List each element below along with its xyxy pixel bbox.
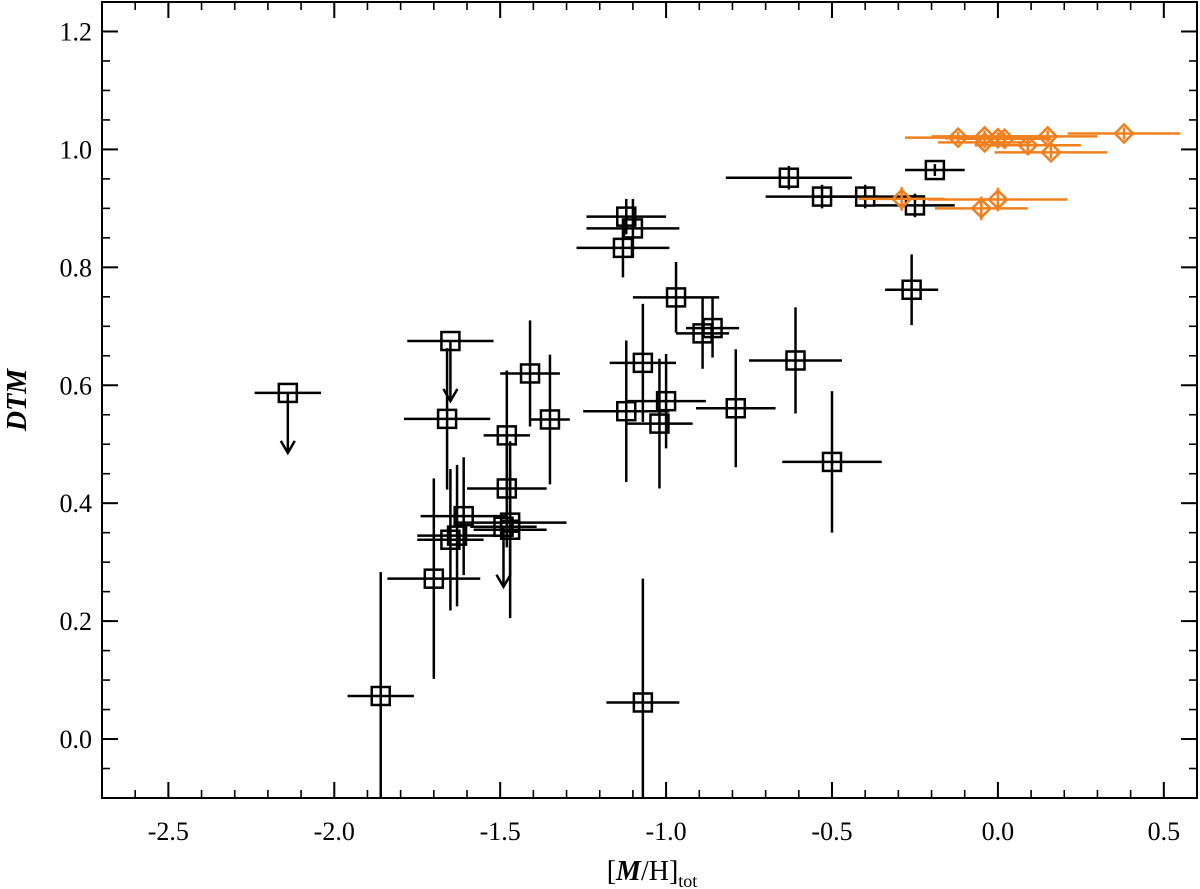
square-data-point [470,516,537,590]
square-marker [277,382,299,404]
diamond-marker [1017,134,1039,157]
square-marker [702,317,723,339]
x-axis-title-subscript: tot [678,871,697,889]
data-points [254,122,1181,798]
upper-limit-arrow-head [279,440,296,456]
square-marker [854,186,876,207]
diamond-data-point [928,187,1068,212]
square-data-point [403,348,491,490]
square-marker [436,408,458,430]
x-tick-label: -1.5 [480,817,521,846]
y-tick-label: 0.0 [60,725,93,754]
x-tick-label: -0.5 [811,817,852,846]
x-tick-label: -2.5 [148,817,189,846]
square-marker [499,519,521,540]
x-tick-label: -2.0 [314,817,355,846]
square-marker [649,413,670,434]
square-marker [423,568,445,589]
square-data-point [254,382,321,456]
square-data-point [407,330,494,404]
diamond-marker [1113,122,1135,145]
square-marker [901,279,922,300]
square-data-point [632,262,720,333]
plot-frame [101,1,1198,799]
x-axis-title-italic: M [615,856,642,887]
x-axis-title-bracket: [ [607,856,616,887]
square-marker [370,685,391,707]
y-tick-label: 1.2 [60,17,93,46]
square-data-point [905,159,965,181]
square-marker [821,451,843,473]
square-data-point [483,370,531,501]
square-marker [655,390,677,412]
tick-labels: -2.5 -2.0 -1.5 -1.0 -0.5 0.0 0.5 0.0 0.2 0.4 0.6 0.… [60,17,1181,846]
diamond-data-point [994,141,1108,164]
square-marker [519,363,541,384]
square-marker [778,167,800,188]
axis-ticks [102,2,1197,798]
square-data-point [885,254,939,326]
square-marker [493,516,514,538]
y-tick-label: 1.0 [60,135,93,164]
square-data-point [473,441,547,619]
diamond-marker [890,188,913,210]
square-data-point [686,298,740,358]
diamond-marker [987,188,1009,211]
square-data-point [586,198,680,258]
square-marker [924,159,946,181]
upper-limit-arrow-head [495,574,512,590]
square-marker [665,287,687,308]
x-axis-title: [M/H]tot [607,856,698,889]
square-marker [453,505,474,527]
diamond-marker [970,197,993,220]
y-tick-label: 0.2 [60,607,93,636]
square-data-point [417,464,497,607]
y-tick-label: 0.8 [60,253,93,282]
data-marks [254,122,1181,798]
square-data-point [417,468,484,611]
square-marker [616,206,637,227]
square-data-point [725,165,852,190]
y-axis-title: DTM [2,368,33,432]
square-data-point [530,354,570,485]
y-tick-label: 0.4 [60,489,93,518]
square-data-point [695,349,776,468]
square-data-point [387,478,481,679]
square-data-point [347,572,414,798]
square-marker [440,529,461,550]
upper-limit-arrow-head [442,388,459,404]
diamond-data-point [974,134,1081,157]
square-data-point [782,391,882,533]
square-data-point [815,184,915,209]
square-marker [725,398,747,419]
square-marker [446,525,468,546]
square-data-point [749,307,842,414]
square-marker [785,350,806,371]
x-axis-title-rest: /H] [641,856,678,887]
square-marker [496,425,518,446]
square-marker [622,218,644,239]
x-tick-label: 0.5 [1148,817,1181,846]
square-marker [539,409,561,430]
square-data-point [606,578,680,798]
diamond-marker [947,126,969,149]
diamond-data-point [1067,122,1181,145]
square-data-point [626,358,693,489]
diamond-marker [1040,141,1062,164]
square-marker [632,692,654,713]
x-tick-label: -1.0 [646,817,687,846]
square-marker [632,352,654,374]
x-tick-label: 0.0 [982,817,1015,846]
square-data-point [420,457,507,576]
square-marker [440,330,461,352]
y-tick-label: 0.6 [60,371,93,400]
